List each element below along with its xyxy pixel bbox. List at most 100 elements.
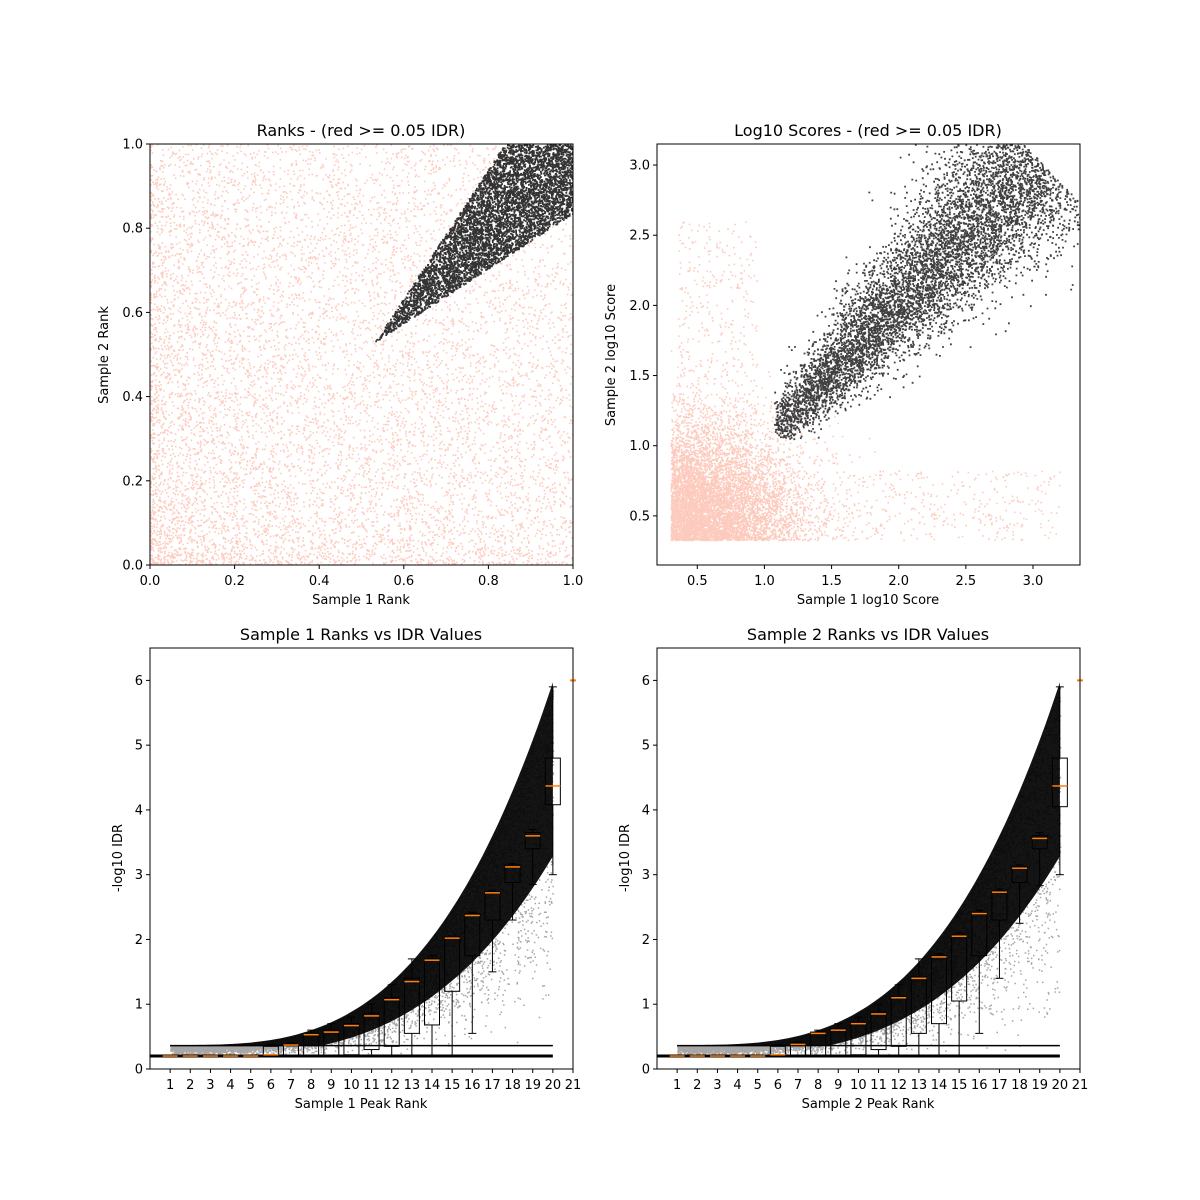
box: [403, 977, 420, 1034]
x-tick-label: 1.0: [754, 574, 775, 589]
box: [444, 936, 461, 992]
box: [424, 958, 440, 1026]
y-tick-label: 0.5: [629, 509, 650, 524]
plot-frame: [656, 143, 1081, 566]
x-tick-label: 1: [673, 1078, 681, 1093]
box: [910, 976, 927, 1034]
x-tick-label: 2.0: [888, 574, 909, 589]
y-tick-label: 0.4: [122, 390, 143, 405]
x-tick-label: 14: [424, 1078, 441, 1093]
box: [991, 890, 1008, 921]
panel-log10-scatter: 0.5 1.0 1.5 2.0 2.5 3.0 0.5 1.0 1.5 2.0 2.5 3.0 Log…: [604, 121, 1081, 608]
y-tick-label: 0.6: [122, 306, 143, 321]
y-tick-label: 2: [642, 933, 650, 948]
x-tick-label: 9: [834, 1078, 842, 1093]
chart-title: Sample 1 Ranks vs IDR Values: [240, 625, 482, 644]
y-tick-label: 4: [135, 803, 143, 818]
x-tick-label: 14: [931, 1078, 948, 1093]
y-tick-label: 2.0: [629, 299, 650, 314]
x-axis-label: Sample 1 log10 Score: [797, 593, 939, 608]
box: [870, 1011, 887, 1051]
y-tick-label: 1.5: [629, 369, 650, 384]
x-tick-label: 6: [267, 1078, 275, 1093]
y-tick-label: 0: [135, 1063, 143, 1078]
x-tick-label: 18: [504, 1078, 521, 1093]
y-tick-label: 0.8: [122, 222, 143, 237]
x-tick-label: 8: [814, 1078, 822, 1093]
x-tick-label: 17: [484, 1078, 501, 1093]
box: [464, 913, 481, 957]
box: [951, 934, 968, 1002]
x-tick-label: 15: [444, 1078, 461, 1093]
plot-frame: [149, 143, 574, 566]
box-marks: [162, 679, 576, 1058]
box: [810, 1031, 827, 1057]
x-tick-label: 16: [464, 1078, 481, 1093]
y-axis-label: Sample 2 Rank: [97, 306, 112, 404]
box: [323, 1029, 340, 1057]
x-axis-label: Sample 2 Peak Rank: [802, 1097, 935, 1112]
x-tick-label: 2: [186, 1078, 194, 1093]
y-axis-label: Sample 2 log10 Score: [604, 284, 619, 426]
y-tick-label: 6: [135, 674, 143, 689]
x-tick-label: 19: [524, 1078, 541, 1093]
x-tick-label: 7: [794, 1078, 802, 1093]
y-tick-label: 4: [642, 803, 650, 818]
box: [769, 1045, 786, 1057]
high-idr-points: [375, 144, 573, 343]
box: [931, 955, 947, 1025]
box: [524, 832, 541, 850]
high-idr-points: [773, 144, 1080, 441]
y-axis-label: -log10 IDR: [111, 824, 126, 892]
x-tick-label: 2: [693, 1078, 701, 1093]
low-idr-points: [670, 221, 1061, 542]
box: [363, 1012, 380, 1051]
x-tick-label: 6: [774, 1078, 782, 1093]
box: [971, 911, 988, 957]
scatter-marks: [670, 144, 1080, 542]
y-tick-label: 2: [135, 933, 143, 948]
x-tick-label: 20: [545, 1078, 562, 1093]
box-marks: [669, 679, 1083, 1058]
x-tick-label: 3: [713, 1078, 721, 1093]
ticks: 0.0 0.2 0.4 0.6 0.8 1.0 0.0 0.2 0.4 0.6 0.8 1.0: [122, 138, 583, 590]
x-tick-label: 2.5: [956, 574, 977, 589]
box: [343, 1023, 360, 1056]
panel-ranks-scatter: 0.0 0.2 0.4 0.6 0.8 1.0 0.0 0.2 0.4 0.6 0.8 1.0 Ran…: [97, 121, 583, 608]
x-tick-label: 12: [890, 1078, 907, 1093]
idr-dense-band: [170, 682, 553, 1046]
y-tick-label: 3: [135, 868, 143, 883]
y-tick-label: 1: [135, 998, 143, 1013]
box: [303, 1032, 320, 1057]
chart-title: Ranks - (red >= 0.05 IDR): [257, 121, 466, 140]
x-tick-label: 4: [733, 1078, 741, 1093]
x-tick-label: 20: [1052, 1078, 1069, 1093]
x-tick-label: 21: [1072, 1078, 1089, 1093]
plot-frame: [149, 647, 574, 1070]
x-tick-label: 19: [1031, 1078, 1048, 1093]
x-tick-label: 3.0: [1023, 574, 1044, 589]
box: [383, 997, 400, 1047]
x-tick-label: 18: [1011, 1078, 1028, 1093]
box: [1031, 835, 1048, 850]
x-tick-label: 0.8: [478, 574, 499, 589]
x-tick-label: 4: [226, 1078, 234, 1093]
x-tick-label: 0.6: [393, 574, 414, 589]
box: [790, 1042, 806, 1057]
x-tick-label: 0.4: [309, 574, 330, 589]
x-tick-label: 7: [287, 1078, 295, 1093]
scatter-marks: [150, 144, 573, 565]
x-tick-label: 0.5: [687, 574, 708, 589]
box: [850, 1021, 867, 1056]
x-tick-label: 11: [870, 1078, 887, 1093]
x-tick-label: 9: [327, 1078, 335, 1093]
y-tick-label: 6: [642, 674, 650, 689]
y-tick-label: 3: [642, 868, 650, 883]
y-tick-label: 1: [642, 998, 650, 1013]
x-tick-label: 5: [754, 1078, 762, 1093]
x-tick-label: 10: [850, 1078, 867, 1093]
box: [262, 1045, 279, 1057]
x-axis-label: Sample 1 Rank: [312, 593, 410, 608]
x-tick-label: 12: [383, 1078, 400, 1093]
